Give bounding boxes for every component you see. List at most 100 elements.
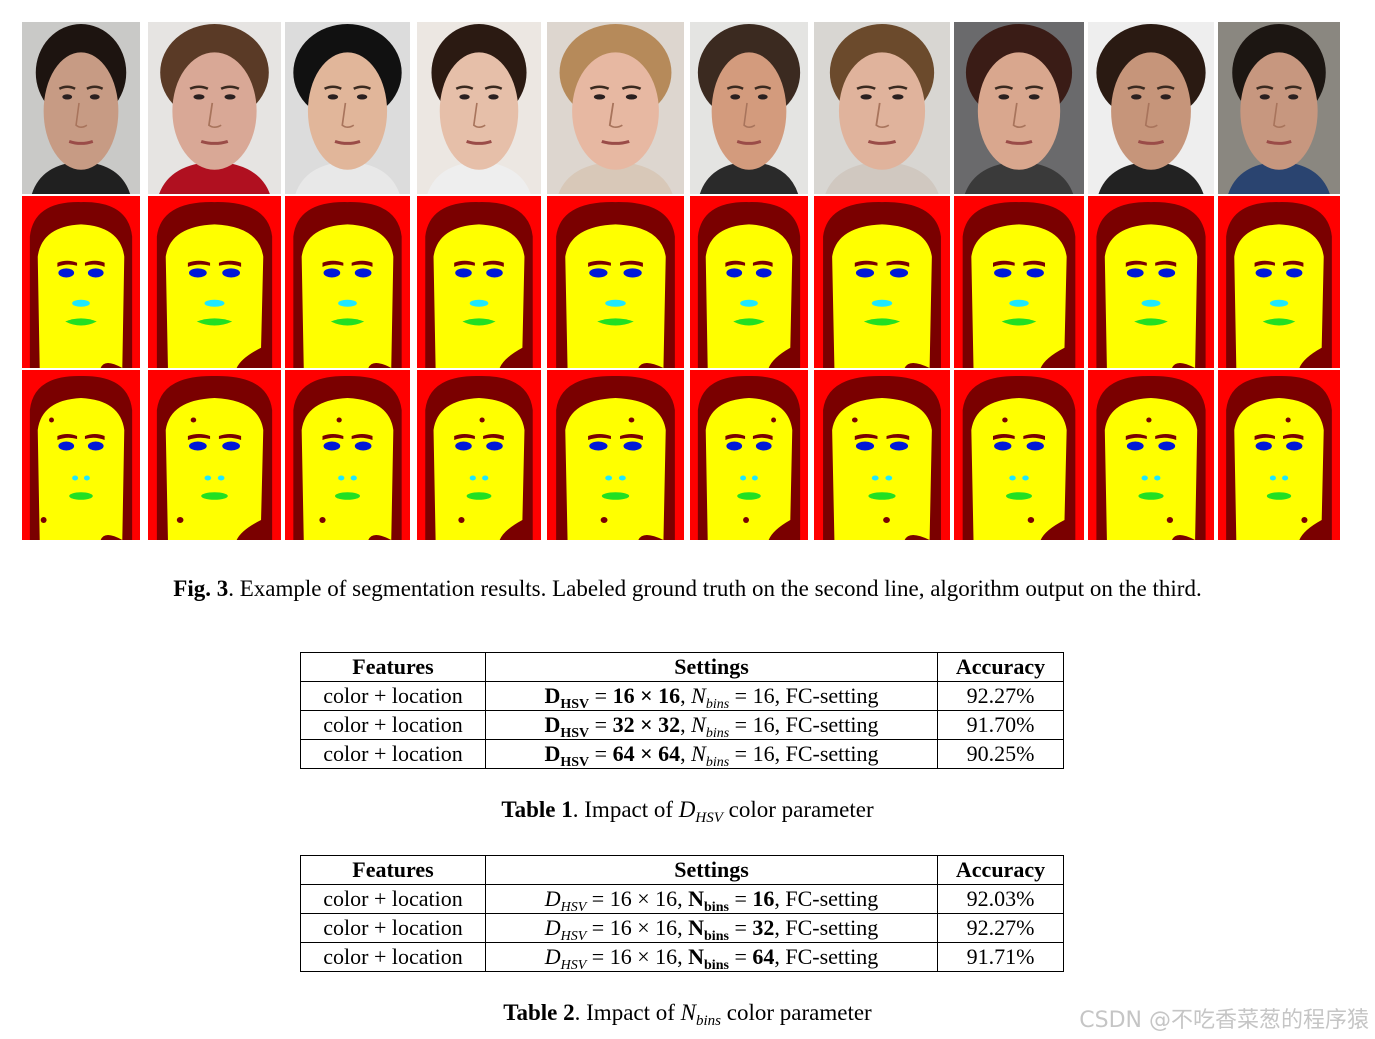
cell-accuracy: 92.03% [937, 884, 1064, 914]
n-symbol: N [691, 741, 706, 766]
photo-image [22, 22, 140, 194]
d-value: 64 × 64 [612, 741, 681, 766]
ground-truth-image [1088, 196, 1214, 368]
fc-setting: , FC-setting [774, 886, 879, 911]
photo-image [1218, 22, 1340, 194]
table1-caption-subscript: HSV [695, 810, 723, 826]
d-value: 16 × 16 [609, 944, 678, 969]
separator: , [680, 683, 692, 708]
table-row: color + location DHSV = 32 × 32, Nbins = … [300, 710, 1064, 741]
d-value: 16 × 16 [612, 683, 681, 708]
cell-features: color + location [300, 942, 486, 972]
n-equals: = [728, 915, 753, 940]
d-symbol: D [544, 915, 561, 940]
table2-caption-post: color parameter [721, 1000, 872, 1025]
header-settings: Settings [485, 855, 938, 885]
cell-features: color + location [300, 710, 486, 740]
table1-caption-label: Table 1 [501, 797, 573, 822]
n-value: 64 [752, 944, 775, 969]
separator: , [677, 944, 689, 969]
n-equals: = [729, 741, 753, 766]
header-features: Features [300, 855, 486, 885]
ground-truth-image [285, 196, 410, 368]
algorithm-output-image [148, 370, 281, 540]
ground-truth-image [1218, 196, 1340, 368]
algorithm-output-image [22, 370, 140, 540]
n-symbol: N [688, 915, 705, 940]
header-accuracy: Accuracy [937, 855, 1064, 885]
n-equals: = [728, 944, 753, 969]
table-header-row: Features Settings Accuracy [300, 855, 1064, 885]
ground-truth-image [547, 196, 684, 368]
algorithm-output-image [690, 370, 808, 540]
n-value: 16 [752, 683, 775, 708]
n-symbol: N [691, 712, 706, 737]
separator: , [677, 886, 689, 911]
n-subscript: bins [704, 958, 729, 973]
table-row: color + location DHSV = 16 × 16, Nbins = … [300, 681, 1064, 712]
table1-caption-symbol: D [678, 797, 696, 822]
cell-features: color + location [300, 739, 486, 769]
header-settings: Settings [485, 652, 938, 682]
table-row: color + location DHSV = 16 × 16, Nbins = … [300, 913, 1064, 944]
d-equals: = [586, 944, 610, 969]
n-subscript: bins [704, 929, 729, 944]
figure-caption-label: Fig. 3 [173, 576, 229, 601]
d-subscript: HSV [560, 755, 590, 770]
d-subscript: HSV [560, 726, 590, 741]
table2-caption-subscript: bins [696, 1013, 722, 1029]
header-features: Features [300, 652, 486, 682]
separator: , [680, 741, 692, 766]
d-symbol: D [544, 712, 561, 737]
ground-truth-image [22, 196, 140, 368]
cell-settings: DHSV = 16 × 16, Nbins = 16, FC-setting [485, 884, 938, 915]
d-symbol: D [544, 741, 561, 766]
n-value: 16 [752, 712, 775, 737]
table-row: color + location DHSV = 64 × 64, Nbins = … [300, 739, 1064, 770]
photo-image [1088, 22, 1214, 194]
n-equals: = [728, 886, 753, 911]
algorithm-output-image [1218, 370, 1340, 540]
table1-caption: Table 1. Impact of DHSV color parameter [0, 796, 1375, 826]
algorithm-output-image [417, 370, 541, 540]
algorithm-output-image [954, 370, 1084, 540]
ground-truth-image [954, 196, 1084, 368]
ground-truth-image [814, 196, 950, 368]
separator: , [680, 712, 692, 737]
d-equals: = [589, 741, 613, 766]
cell-settings: DHSV = 16 × 16, Nbins = 16, FC-setting [485, 681, 938, 712]
fc-setting: , FC-setting [774, 683, 879, 708]
d-equals: = [586, 886, 610, 911]
fc-setting: , FC-setting [774, 741, 879, 766]
figure-caption: Fig. 3. Example of segmentation results.… [0, 575, 1375, 603]
table2-caption-symbol: N [680, 1000, 696, 1025]
n-symbol: N [691, 683, 706, 708]
table2-caption-label: Table 2 [503, 1000, 575, 1025]
d-subscript: HSV [560, 697, 590, 712]
table-row: color + location DHSV = 16 × 16, Nbins = … [300, 884, 1064, 915]
d-value: 16 × 16 [609, 915, 678, 940]
algorithm-output-image [547, 370, 684, 540]
segmentation-figure [22, 22, 1342, 542]
ground-truth-image [417, 196, 541, 368]
d-symbol: D [544, 683, 561, 708]
d-equals: = [586, 915, 610, 940]
n-subscript: bins [705, 726, 730, 741]
photo-image [285, 22, 410, 194]
cell-settings: DHSV = 64 × 64, Nbins = 16, FC-setting [485, 739, 938, 770]
d-value: 16 × 16 [609, 886, 678, 911]
d-symbol: D [544, 944, 561, 969]
d-equals: = [589, 683, 613, 708]
cell-settings: DHSV = 32 × 32, Nbins = 16, FC-setting [485, 710, 938, 741]
n-equals: = [729, 683, 753, 708]
d-subscript: HSV [560, 900, 587, 915]
cell-features: color + location [300, 884, 486, 914]
watermark: CSDN @不吃香菜葱的程序猿 [1079, 1008, 1369, 1033]
table-header-row: Features Settings Accuracy [300, 652, 1064, 682]
cell-features: color + location [300, 913, 486, 943]
fc-setting: , FC-setting [774, 944, 879, 969]
table2-caption: Table 2. Impact of Nbins color parameter [0, 999, 1375, 1029]
cell-settings: DHSV = 16 × 16, Nbins = 64, FC-setting [485, 942, 938, 973]
photo-image [417, 22, 541, 194]
table-row: color + location DHSV = 16 × 16, Nbins = … [300, 942, 1064, 973]
